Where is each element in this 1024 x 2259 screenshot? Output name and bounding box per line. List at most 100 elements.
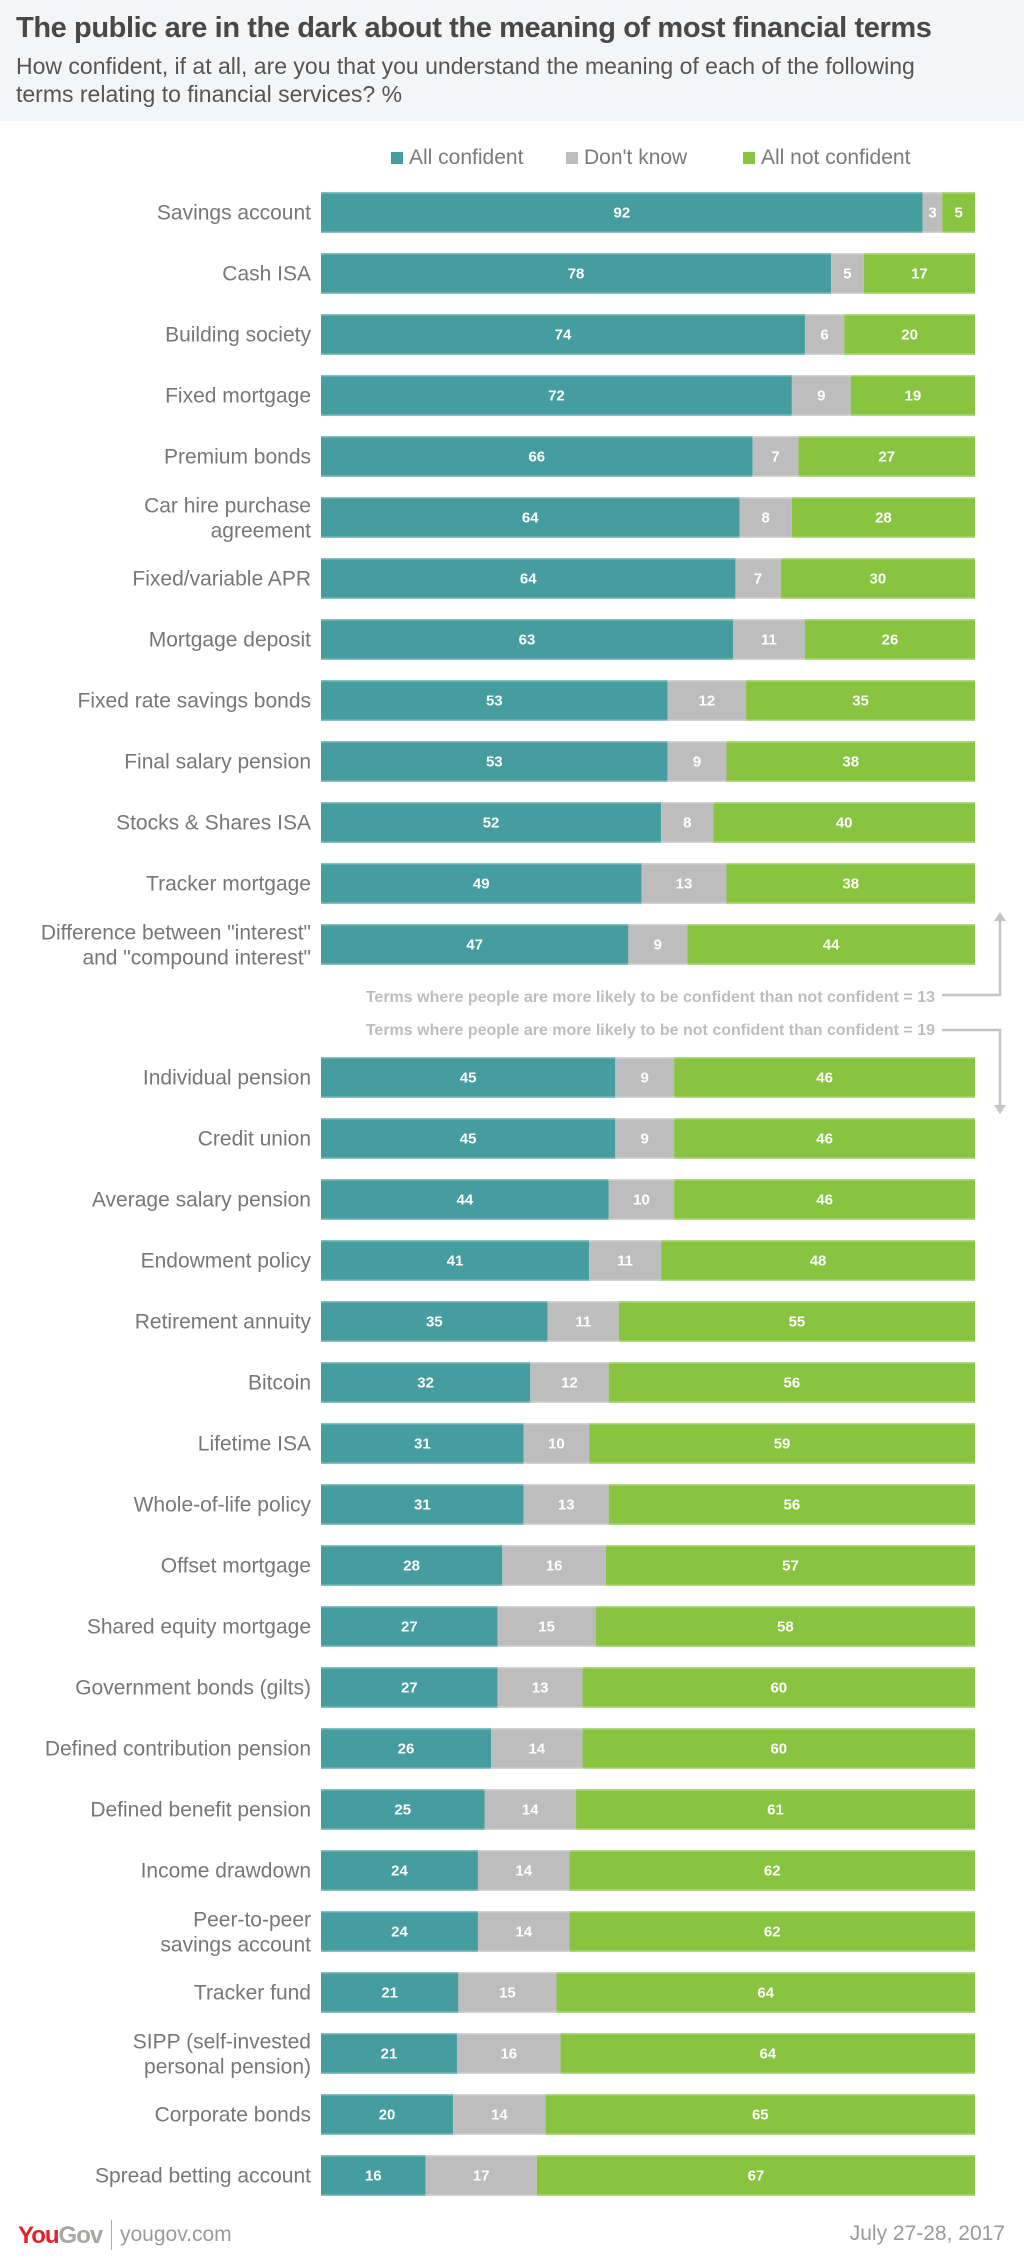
bar-segment-all-not-confident	[726, 863, 975, 904]
bar-edge-bottom	[321, 2011, 975, 2013]
bar-edge-bottom	[321, 231, 975, 233]
value-label-all-confident: 16	[365, 2168, 382, 2185]
bar-edge-bottom	[321, 2194, 975, 2196]
category-label: Lifetime ISA	[198, 1433, 311, 1456]
bar-edge-bottom	[321, 1828, 975, 1830]
value-label-dont-know: 9	[641, 1070, 649, 1087]
legend-item-all-confident: All confident	[391, 144, 523, 172]
bar-edge-bottom	[321, 353, 975, 355]
bar-segment-dont-know	[484, 1789, 577, 1830]
bar-row-difference-between-interest-and-compound-interest: Difference between "interest" and "compou…	[41, 922, 975, 970]
value-label-all-confident: 31	[414, 1436, 431, 1453]
bar-row-cash-isa: Cash ISA 78 5 17	[222, 253, 975, 294]
category-label-line: agreement	[211, 520, 312, 543]
category-label: Credit union	[198, 1128, 311, 1151]
bar-segment-all-confident	[321, 1484, 524, 1525]
category-label-line: and "compound interest"	[82, 947, 311, 970]
category-label: Government bonds (gilts)	[75, 1677, 311, 1700]
bar-row-retirement-annuity: Retirement annuity 35 11 55	[135, 1301, 975, 1342]
bar-edge-bottom	[321, 1157, 975, 1159]
value-label-all-not-confident: 19	[905, 388, 922, 405]
value-label-dont-know: 13	[558, 1497, 575, 1514]
value-label-all-not-confident: 61	[767, 1802, 784, 1819]
bar-segment-all-confident	[321, 680, 668, 721]
category-label-line: Difference between "interest"	[41, 922, 311, 945]
category-label: Final salary pension	[124, 751, 311, 774]
bar-edge-bottom	[321, 902, 975, 904]
arrow-down-icon	[994, 1105, 1006, 1114]
bar-row-endowment-policy: Endowment policy 41 11 48	[141, 1240, 975, 1281]
bar-segment-all-confident	[321, 314, 805, 355]
value-label-all-confident: 53	[486, 754, 503, 771]
value-label-all-not-confident: 60	[770, 1741, 787, 1758]
value-label-all-not-confident: 20	[901, 327, 918, 344]
annotation-upper: Terms where people are more likely to be…	[366, 989, 935, 1006]
bar-edge-bottom	[321, 1218, 975, 1220]
category-label: Income drawdown	[141, 1860, 311, 1883]
bar-segment-all-not-confident	[713, 802, 975, 843]
bar-segment-dont-know	[453, 2094, 546, 2135]
bar-segment-dont-know	[661, 802, 714, 843]
value-label-all-confident: 24	[391, 1924, 408, 1941]
value-label-all-confident: 78	[568, 266, 585, 283]
bar-row-peer-to-peer-savings-account: Peer-to-peer savings account 24 14 62	[160, 1909, 975, 1957]
category-label: Peer-to-peer savings account	[160, 1909, 311, 1957]
bar-segment-all-confident	[321, 1911, 478, 1952]
bar-segment-all-confident	[321, 1728, 492, 1769]
bar-row-fixed-mortgage: Fixed mortgage 72 9 19	[165, 375, 975, 416]
bar-segment-all-confident	[321, 863, 642, 904]
footer-site-link[interactable]: yougov.com	[120, 2223, 232, 2246]
bar-edge-top	[321, 863, 975, 865]
bar-edge-bottom	[321, 1523, 975, 1525]
value-label-all-confident: 26	[398, 1741, 415, 1758]
legend-label-all-not-confident: All not confident	[761, 146, 911, 169]
bar-edge-top	[321, 1972, 975, 1974]
legend-swatch-dont-know	[566, 152, 578, 164]
yougov-logo: YouGov	[18, 2222, 103, 2250]
value-label-all-not-confident: 48	[810, 1253, 827, 1270]
chart-header: The public are in the dark about the mea…	[0, 0, 1024, 121]
bar-segment-dont-know	[831, 253, 864, 294]
logo-you: You	[18, 2222, 60, 2249]
bar-edge-bottom	[321, 1645, 975, 1647]
bar-edge-top	[321, 1545, 975, 1547]
bar-row-stocks-shares-isa: Stocks & Shares ISA 52 8 40	[116, 802, 975, 843]
value-label-all-not-confident: 38	[842, 754, 859, 771]
value-label-all-not-confident: 62	[764, 1863, 781, 1880]
value-label-all-not-confident: 28	[875, 510, 892, 527]
bar-row-building-society: Building society 74 6 20	[165, 314, 975, 355]
bar-row-fixed-rate-savings-bonds: Fixed rate savings bonds 53 12 35	[78, 680, 975, 721]
value-label-all-confident: 28	[403, 1558, 420, 1575]
value-label-all-not-confident: 44	[823, 937, 840, 954]
value-label-dont-know: 3	[928, 205, 936, 222]
value-label-all-confident: 53	[486, 693, 503, 710]
bar-edge-top	[321, 1179, 975, 1181]
value-label-all-confident: 27	[401, 1680, 418, 1697]
category-label: Whole-of-life policy	[134, 1494, 312, 1517]
bar-edge-top	[321, 1728, 975, 1730]
bar-segment-all-not-confident	[674, 1179, 975, 1220]
value-label-dont-know: 14	[515, 1924, 532, 1941]
bar-segment-all-not-confident	[576, 1789, 975, 1830]
bar-segment-all-confident	[321, 1057, 616, 1098]
category-label: Fixed mortgage	[165, 385, 311, 408]
category-label: Spread betting account	[95, 2165, 311, 2188]
bar-row-average-salary-pension: Average salary pension 44 10 46	[92, 1179, 975, 1220]
bar-segment-all-confident	[321, 1240, 590, 1281]
bar-edge-top	[321, 1240, 975, 1242]
category-label: Defined benefit pension	[90, 1799, 311, 1822]
bar-edge-bottom	[321, 719, 975, 721]
bar-segment-dont-know	[608, 1179, 675, 1220]
bar-row-lifetime-isa: Lifetime ISA 31 10 59	[198, 1423, 975, 1464]
value-label-dont-know: 14	[491, 2107, 508, 2124]
bar-edge-top	[321, 2094, 975, 2096]
category-label-line: Peer-to-peer	[193, 1909, 311, 1932]
bar-edge-bottom	[321, 2133, 975, 2135]
bar-segment-all-confident	[321, 1362, 531, 1403]
value-label-all-confident: 44	[457, 1192, 474, 1209]
value-label-dont-know: 9	[641, 1131, 649, 1148]
value-label-dont-know: 11	[575, 1314, 591, 1331]
bar-edge-top	[321, 558, 975, 560]
bar-segment-all-confident	[321, 497, 740, 538]
bar-segment-dont-know	[628, 924, 688, 965]
